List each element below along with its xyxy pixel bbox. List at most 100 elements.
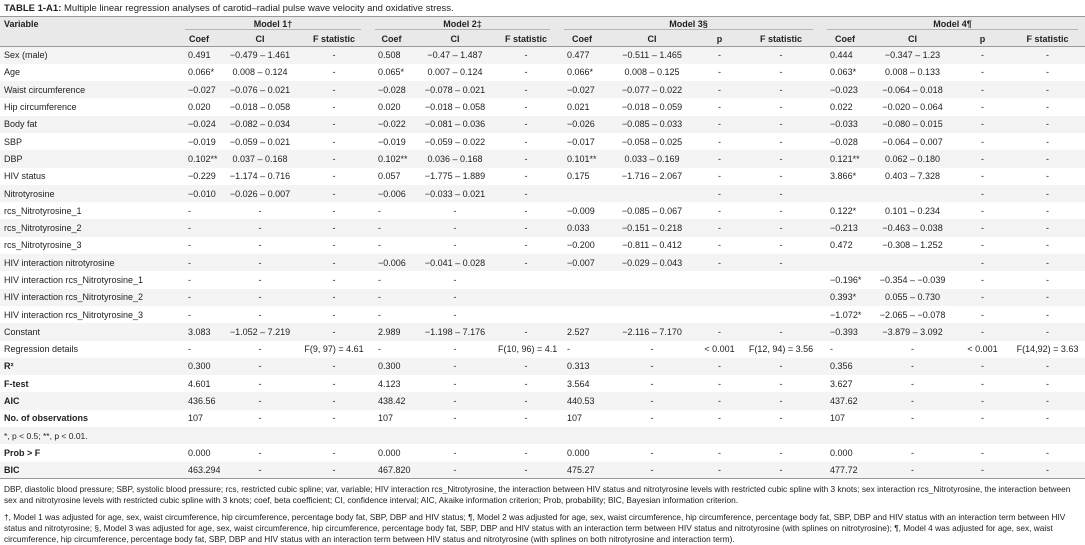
table-cell: - xyxy=(650,378,654,389)
table-cell: 0.000 xyxy=(378,447,401,458)
table-cell: - xyxy=(718,447,722,458)
column-header: F statistic xyxy=(1026,33,1069,44)
table-cell: - xyxy=(332,188,336,199)
table-cell: −0.151 – 0.218 xyxy=(621,223,683,234)
table-cell: - xyxy=(378,292,382,303)
table-cell: - xyxy=(779,205,783,216)
table-cell: - xyxy=(1046,413,1050,424)
table-cell: −0.081 – 0.036 xyxy=(424,119,486,130)
regression-table: Variable Model 1† Model 2‡ Model 3§ Model 4¶… xyxy=(0,16,1085,479)
table-cell: - xyxy=(981,447,985,458)
table-cell: - xyxy=(332,102,336,113)
table-cell: - xyxy=(650,361,654,372)
table-cell: - xyxy=(332,396,336,407)
column-header: Coef xyxy=(381,33,402,44)
title-text: Multiple linear regression analyses of c… xyxy=(64,3,454,14)
model-header: Model 3§ xyxy=(557,17,820,32)
table-cell: 4.601 xyxy=(188,378,211,389)
table-cell: - xyxy=(718,361,722,372)
row-label: No. of observations xyxy=(4,413,89,424)
table-cell: - xyxy=(258,465,262,476)
row-label: BIC xyxy=(4,465,20,476)
table-cell: - xyxy=(258,205,262,216)
model-header: Model 4¶ xyxy=(820,17,1085,32)
row-label: Regression details xyxy=(4,344,79,355)
table-row: DBP 0.102** 0.037 – 0.168 - 0.102** 0.036 – 0… xyxy=(0,150,1085,168)
table-cell: - xyxy=(779,84,783,95)
column-header: CI xyxy=(647,33,657,44)
table-cell: 0.477 xyxy=(567,50,590,61)
table-cell: - xyxy=(524,136,528,147)
table-cell xyxy=(495,306,557,323)
row-label: HIV status xyxy=(4,171,46,182)
table-cell xyxy=(820,185,870,202)
table-row: F-test 4.601 - - 4.123 - - 3.564 - - - 3.627 - - - xyxy=(0,375,1085,392)
table-cell: - xyxy=(453,361,457,372)
table-cell: −0.028 xyxy=(830,136,858,147)
table-cell: - xyxy=(1046,171,1050,182)
table-cell: - xyxy=(332,378,336,389)
table-cell: −0.085 – 0.067 xyxy=(621,205,683,216)
table-cell: - xyxy=(981,84,985,95)
table-cell: −0.006 xyxy=(378,188,406,199)
table-cell: −0.033 – 0.021 xyxy=(424,188,486,199)
table-cell: - xyxy=(332,223,336,234)
table-cell: −0.020 – 0.064 xyxy=(882,102,943,113)
table-cell: −0.064 – 0.018 xyxy=(882,84,943,95)
table-cell: - xyxy=(981,361,985,372)
table-cell: 0.033 xyxy=(567,223,590,234)
table-cell: 0.020 xyxy=(378,102,401,113)
table-cell: −0.078 – 0.021 xyxy=(424,84,486,95)
table-cell xyxy=(697,271,742,288)
table-cell: - xyxy=(779,447,783,458)
table-cell: 436.56 xyxy=(188,396,216,407)
table-cell: −2.065 – −0.078 xyxy=(879,309,946,320)
table-cell: - xyxy=(1046,50,1050,61)
table-cell: - xyxy=(332,119,336,130)
table-cell: 2.527 xyxy=(567,326,590,337)
footnotes: DBP, diastolic blood pressure; SBP, syst… xyxy=(0,479,1085,545)
table-cell: 440.53 xyxy=(567,396,595,407)
row-label: DBP xyxy=(4,153,23,164)
table-row: No. of observations 107 - - 107 - - 107 - - - 107 - -… xyxy=(0,410,1085,427)
model-name: Model 2‡ xyxy=(375,19,551,30)
table-cell: 0.403 – 7.328 xyxy=(885,171,941,182)
table-cell: 0.008 – 0.124 xyxy=(232,67,288,78)
table-cell: - xyxy=(830,344,834,355)
table-cell: - xyxy=(453,205,457,216)
table-cell: - xyxy=(524,119,528,130)
table-cell: 0.000 xyxy=(567,447,590,458)
table-cell: - xyxy=(718,223,722,234)
table-cell: - xyxy=(981,136,985,147)
table-cell: −0.018 – 0.059 xyxy=(621,102,683,113)
table-cell: - xyxy=(779,240,783,251)
table-cell: - xyxy=(524,223,528,234)
row-label: rcs_Nitrotyrosine_3 xyxy=(4,240,82,251)
table-row: Nitrotyrosine −0.010 −0.026 – 0.007 - −0.006… xyxy=(0,184,1085,203)
table-cell: - xyxy=(1046,205,1050,216)
table-cell: −0.196* xyxy=(830,275,862,285)
table-cell: −0.009 xyxy=(567,205,595,216)
table-cell: - xyxy=(453,344,457,355)
table-cell: 0.102** xyxy=(188,153,218,164)
table-cell xyxy=(742,306,820,323)
table-cell: 107 xyxy=(830,413,846,424)
table-cell: - xyxy=(779,257,783,268)
table-cell: −0.479 – 1.461 xyxy=(229,50,291,61)
table-cell: - xyxy=(258,361,262,372)
table-cell: - xyxy=(524,326,528,337)
table-cell xyxy=(495,289,557,306)
table-cell: - xyxy=(332,84,336,95)
table-cell: - xyxy=(332,361,336,372)
table-cell: - xyxy=(779,171,783,182)
table-cell xyxy=(495,271,557,288)
table-cell: - xyxy=(981,50,985,61)
footnote: †, Model 1 was adjusted for age, sex, wa… xyxy=(4,512,1066,545)
table-cell: - xyxy=(453,413,457,424)
table-cell: - xyxy=(453,275,457,285)
row-label: Prob > F xyxy=(4,447,41,458)
table-cell: - xyxy=(779,223,783,234)
table-cell: - xyxy=(524,67,528,78)
table-row: HIV interaction rcs_Nitrotyrosine_1 - - - - -… xyxy=(0,271,1085,288)
table-row: Hip circumference 0.020 −0.018 – 0.058 - 0.0… xyxy=(0,98,1085,115)
